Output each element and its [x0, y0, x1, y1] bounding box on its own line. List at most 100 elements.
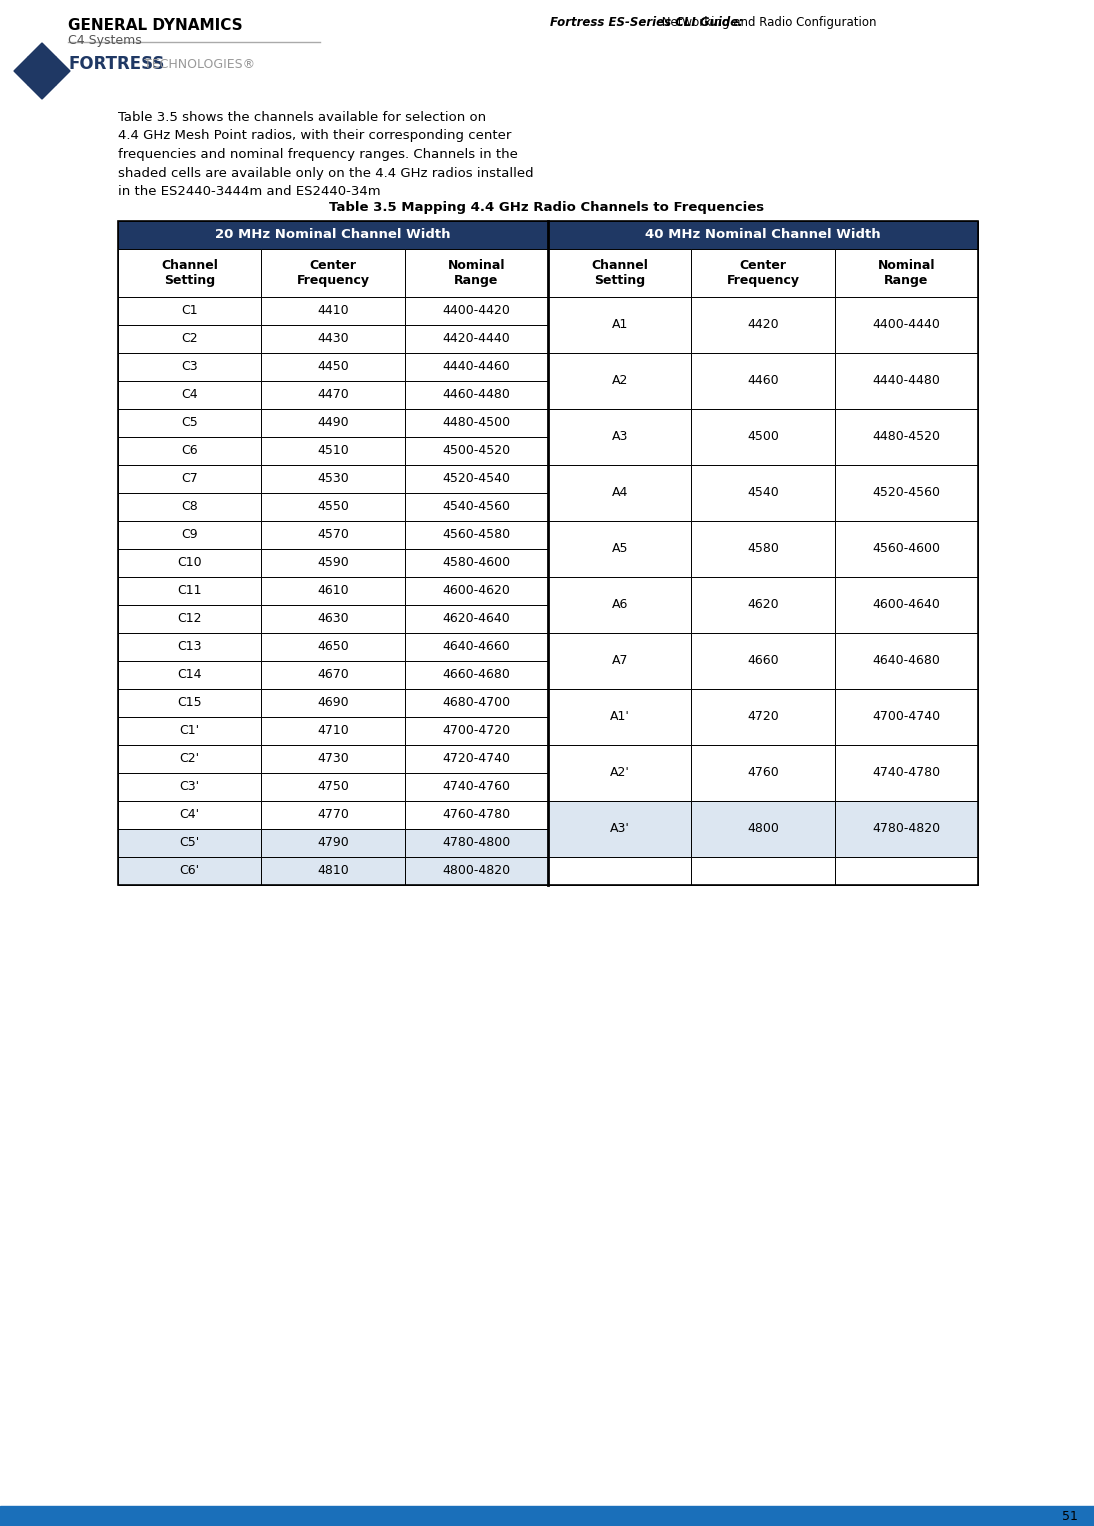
Text: C8: C8 [182, 501, 198, 514]
Bar [261, 717, 405, 745]
Bar [691, 465, 835, 520]
Bar [405, 858, 548, 885]
Bar [118, 717, 261, 745]
Text: C4': C4' [179, 809, 200, 821]
Bar [118, 549, 261, 577]
Text: Center
Frequency: Center Frequency [296, 259, 370, 287]
Text: 40 MHz Nominal Channel Width: 40 MHz Nominal Channel Width [645, 229, 881, 241]
Bar [261, 661, 405, 690]
Bar [405, 465, 548, 493]
Bar [405, 520, 548, 549]
Text: C15: C15 [177, 696, 202, 710]
Text: 4770: 4770 [317, 809, 349, 821]
Text: 4760-4780: 4760-4780 [442, 809, 511, 821]
Text: 4740-4780: 4740-4780 [872, 766, 941, 780]
Bar [118, 745, 261, 774]
Text: A2': A2' [609, 766, 630, 780]
Bar [118, 436, 261, 465]
Bar [261, 801, 405, 829]
Text: 4470: 4470 [317, 389, 349, 401]
Bar [548, 249, 691, 298]
Bar [405, 353, 548, 382]
Bar [548, 577, 691, 633]
Bar [405, 829, 548, 858]
Bar [261, 353, 405, 382]
Bar [118, 604, 261, 633]
Bar [261, 493, 405, 520]
Bar [261, 298, 405, 325]
Bar [691, 249, 835, 298]
Bar [405, 409, 548, 436]
Text: 4700-4740: 4700-4740 [872, 711, 941, 723]
Text: C4 Systems: C4 Systems [68, 34, 142, 47]
Bar [835, 520, 978, 577]
Bar [405, 325, 548, 353]
Text: 4410: 4410 [317, 305, 349, 317]
Text: 4710: 4710 [317, 725, 349, 737]
Text: 4560-4600: 4560-4600 [872, 543, 941, 555]
Text: GENERAL DYNAMICS: GENERAL DYNAMICS [68, 18, 243, 34]
Bar [405, 577, 548, 604]
Bar [118, 298, 261, 325]
Bar [405, 604, 548, 633]
Bar [835, 353, 978, 409]
Text: C6': C6' [179, 865, 200, 877]
Text: TECHNOLOGIES®: TECHNOLOGIES® [144, 58, 255, 70]
Text: C13: C13 [177, 641, 202, 653]
Text: 4600-4620: 4600-4620 [442, 584, 510, 598]
Text: 4400-4420: 4400-4420 [442, 305, 510, 317]
Bar [261, 577, 405, 604]
Bar [835, 745, 978, 801]
Text: A3: A3 [612, 430, 628, 444]
Text: A5: A5 [612, 543, 628, 555]
Bar [548, 801, 691, 858]
Text: 4780-4820: 4780-4820 [872, 823, 941, 836]
Bar [691, 633, 835, 690]
Text: 4720: 4720 [747, 711, 779, 723]
Bar [835, 577, 978, 633]
Text: 4600-4640: 4600-4640 [872, 598, 940, 612]
Bar [691, 577, 835, 633]
Text: C3: C3 [182, 360, 198, 374]
Text: 4460: 4460 [747, 374, 779, 388]
Bar [261, 690, 405, 717]
Text: C1: C1 [182, 305, 198, 317]
Text: C3': C3' [179, 780, 200, 794]
Text: 4430: 4430 [317, 333, 349, 345]
Bar [261, 325, 405, 353]
Bar [548, 520, 691, 577]
Text: Channel
Setting: Channel Setting [161, 259, 218, 287]
Text: 4700-4720: 4700-4720 [442, 725, 511, 737]
Bar [835, 409, 978, 465]
Text: 4800-4820: 4800-4820 [442, 865, 511, 877]
Bar [261, 604, 405, 633]
Bar [118, 633, 261, 661]
Text: 4480-4500: 4480-4500 [442, 417, 511, 429]
Text: 4620-4640: 4620-4640 [442, 612, 510, 626]
Bar [405, 298, 548, 325]
Text: 4570: 4570 [317, 528, 349, 542]
Bar [261, 858, 405, 885]
Bar [548, 858, 691, 885]
Polygon shape [28, 72, 56, 99]
Bar [405, 745, 548, 774]
Text: 4420: 4420 [747, 319, 779, 331]
Bar [548, 690, 691, 745]
Text: 4420-4440: 4420-4440 [442, 333, 510, 345]
Bar [261, 436, 405, 465]
Bar [835, 249, 978, 298]
Text: Networking and Radio Configuration: Networking and Radio Configuration [657, 15, 876, 29]
Bar [691, 353, 835, 409]
Text: 4580: 4580 [747, 543, 779, 555]
Text: 4810: 4810 [317, 865, 349, 877]
Text: 4490: 4490 [317, 417, 349, 429]
Text: 51: 51 [1062, 1509, 1078, 1523]
Text: 4440-4460: 4440-4460 [442, 360, 510, 374]
Text: 20 MHz Nominal Channel Width: 20 MHz Nominal Channel Width [216, 229, 451, 241]
Bar [835, 633, 978, 690]
Text: 4640-4660: 4640-4660 [442, 641, 510, 653]
Bar [261, 633, 405, 661]
Bar [118, 858, 261, 885]
Bar [405, 774, 548, 801]
Bar [548, 353, 691, 409]
